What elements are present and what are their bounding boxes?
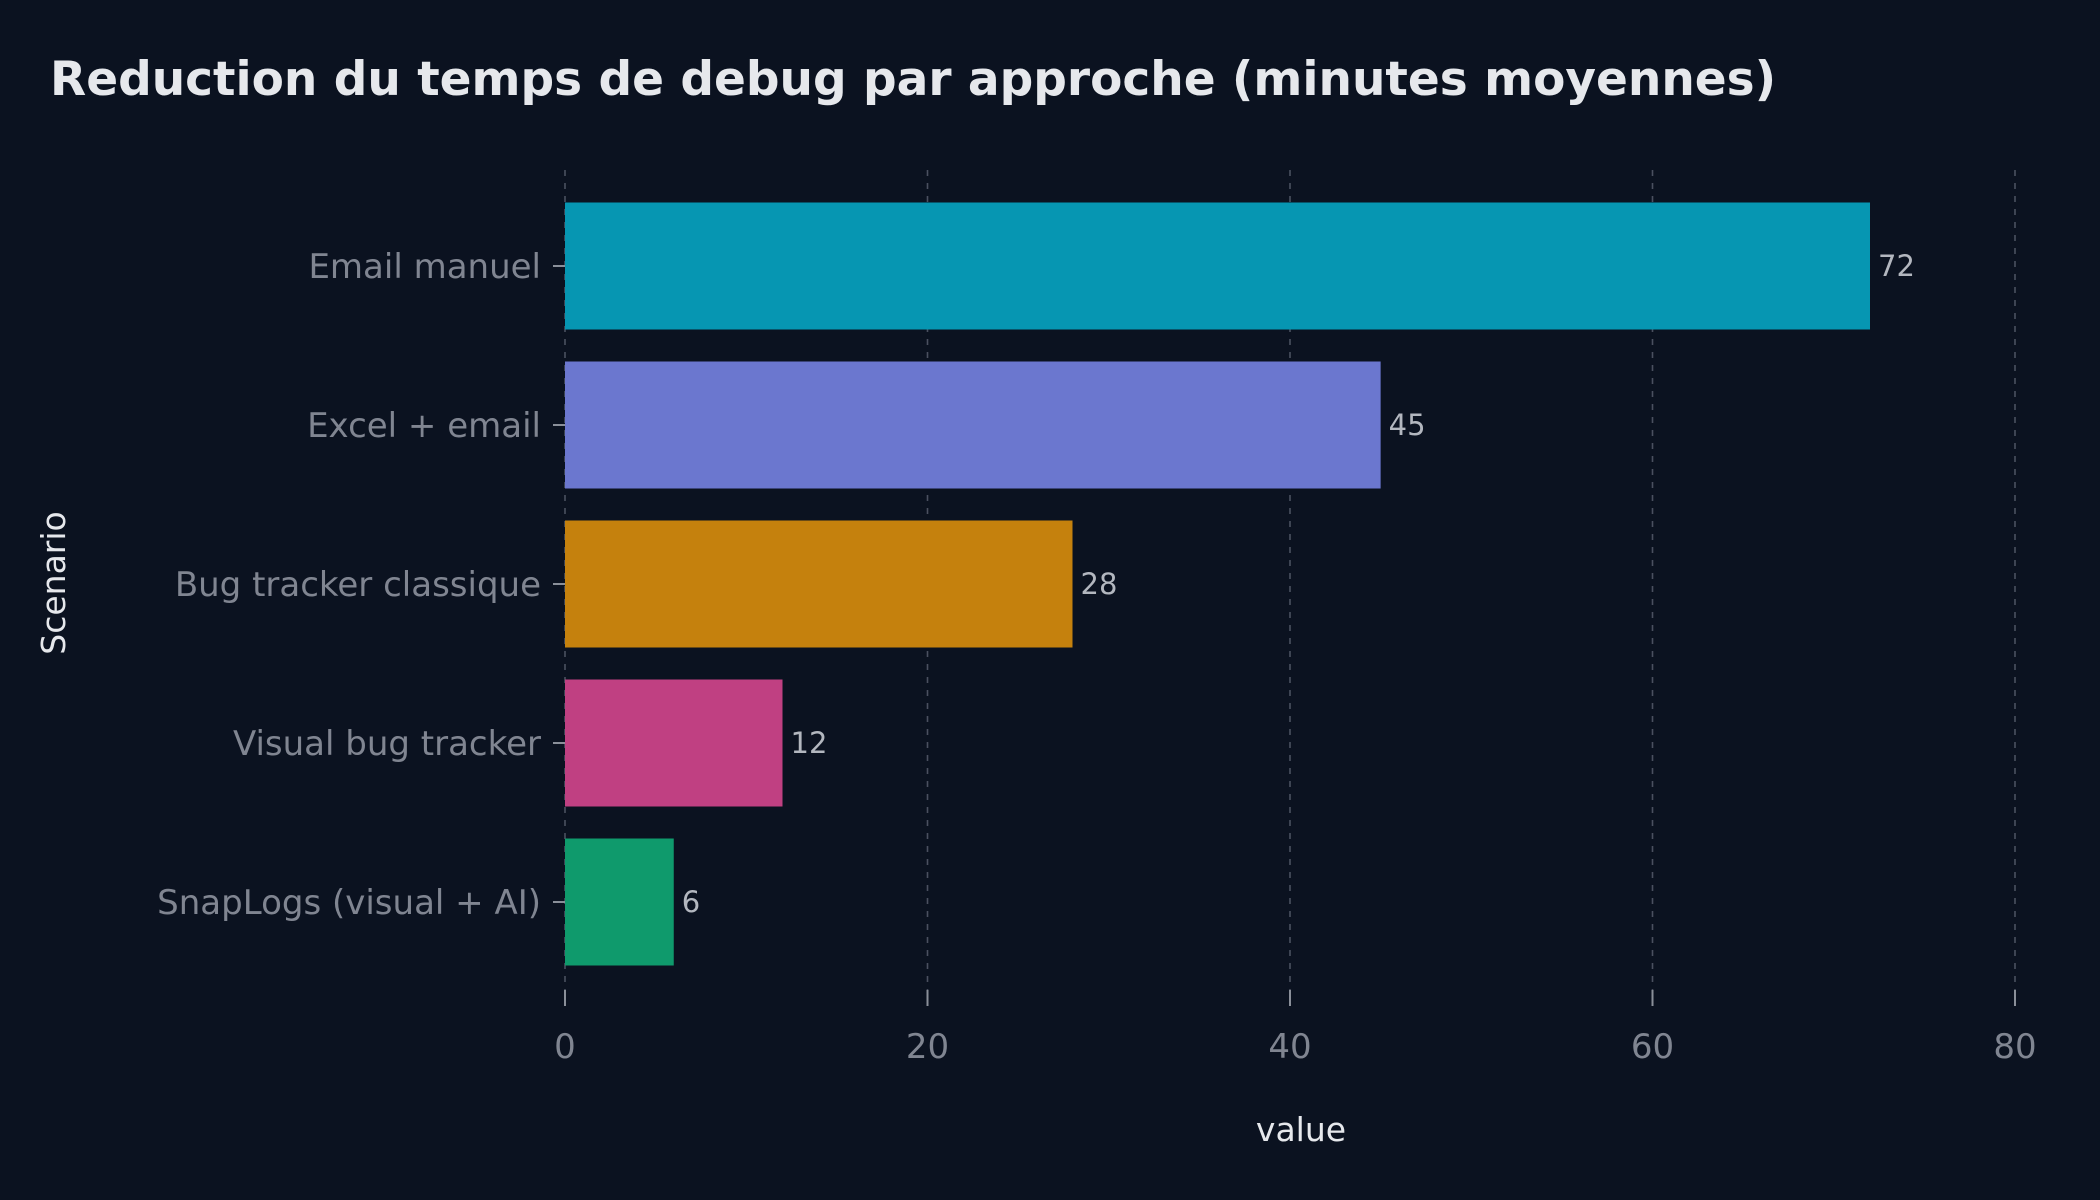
value-label: 72: [1878, 249, 1915, 283]
value-label: 45: [1389, 408, 1426, 442]
value-label: 28: [1081, 567, 1118, 601]
value-label: 12: [791, 726, 828, 760]
y-axis-ticks: Email manuel Excel + email Bug tracker cla…: [157, 247, 565, 923]
value-label: 6: [682, 885, 700, 919]
x-axis-ticks: 0 20 40 60 80: [554, 990, 2037, 1067]
bar: [565, 520, 1073, 648]
y-axis-label: Scenario: [34, 511, 73, 654]
category-label: SnapLogs (visual + AI): [157, 883, 541, 923]
x-tick-label: 40: [1268, 1027, 1311, 1067]
category-label: Visual bug tracker: [233, 724, 541, 764]
data-labels: 72 45 28 12 6: [682, 249, 1915, 919]
category-label: Bug tracker classique: [175, 565, 541, 605]
x-tick-label: 80: [1993, 1027, 2036, 1067]
bar: [565, 202, 1870, 330]
bar: [565, 361, 1381, 489]
category-label: Excel + email: [307, 406, 541, 446]
bars: [565, 202, 1870, 966]
bar: [565, 679, 783, 807]
category-label: Email manuel: [308, 247, 541, 287]
x-axis-label: value: [1256, 1110, 1346, 1149]
bar: [565, 838, 674, 966]
chart-title: Reduction du temps de debug par approche…: [50, 52, 1776, 107]
x-tick-label: 20: [906, 1027, 949, 1067]
x-tick-label: 60: [1631, 1027, 1674, 1067]
x-tick-label: 0: [554, 1027, 576, 1067]
